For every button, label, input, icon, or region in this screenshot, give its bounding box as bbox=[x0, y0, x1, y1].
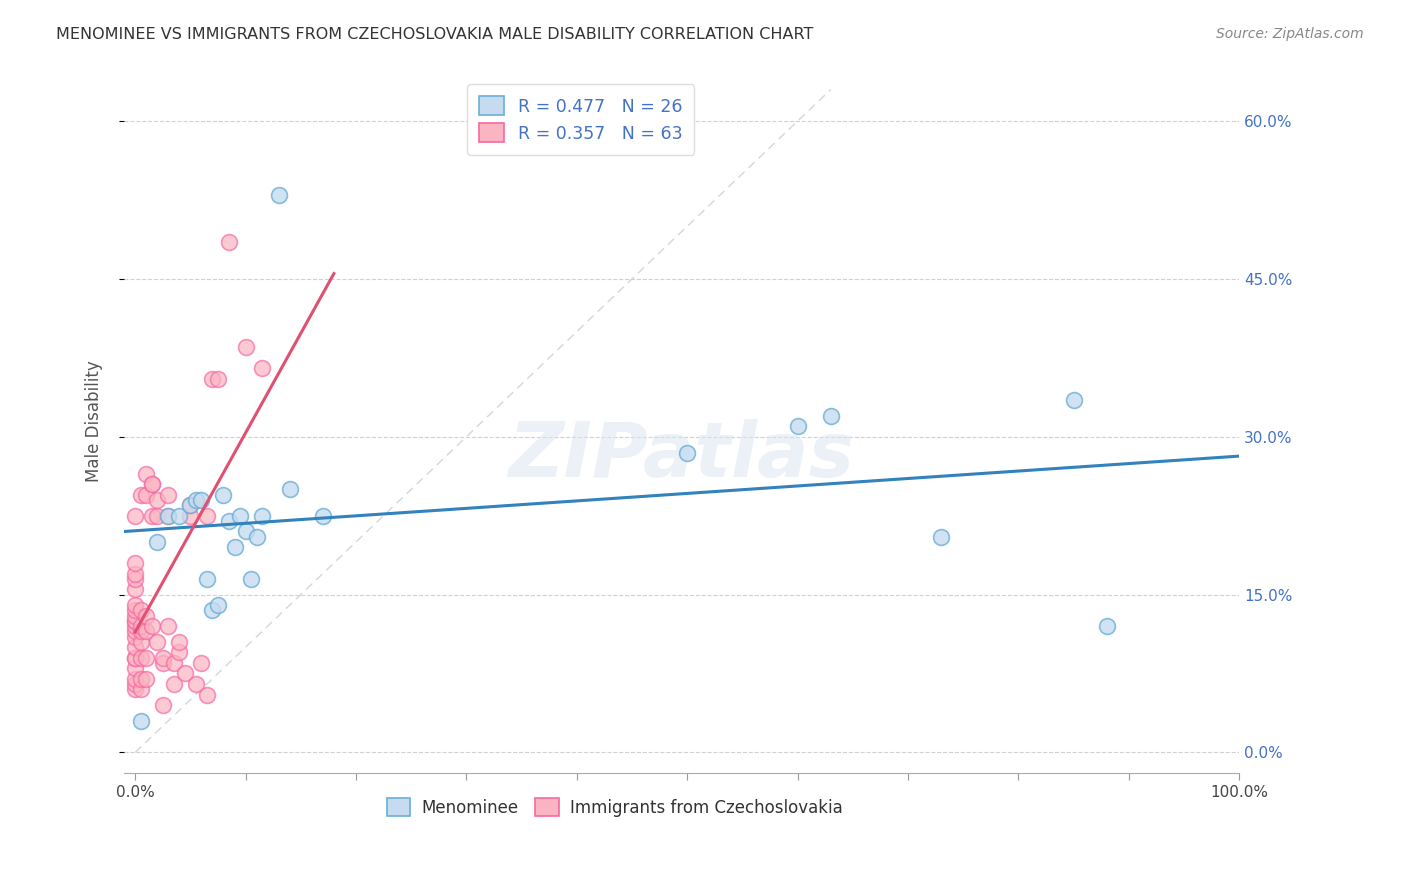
Point bbox=[146, 635, 169, 649]
Point bbox=[135, 467, 157, 481]
Point bbox=[124, 630, 146, 644]
Point bbox=[169, 645, 191, 659]
Point bbox=[201, 372, 224, 386]
Point bbox=[124, 614, 146, 628]
Point bbox=[179, 498, 201, 512]
Point bbox=[195, 508, 218, 523]
Point bbox=[124, 640, 146, 655]
Point bbox=[179, 498, 201, 512]
Point bbox=[129, 650, 152, 665]
Point bbox=[235, 340, 257, 354]
Point bbox=[201, 603, 224, 617]
Point bbox=[786, 419, 808, 434]
Point bbox=[141, 619, 163, 633]
Point bbox=[124, 582, 146, 597]
Point bbox=[207, 598, 229, 612]
Point bbox=[207, 372, 229, 386]
Point bbox=[169, 635, 191, 649]
Point bbox=[135, 488, 157, 502]
Point bbox=[218, 514, 240, 528]
Point bbox=[246, 530, 269, 544]
Point bbox=[124, 572, 146, 586]
Point bbox=[124, 661, 146, 675]
Text: ZIPatlas: ZIPatlas bbox=[509, 419, 855, 493]
Point bbox=[135, 608, 157, 623]
Point bbox=[1063, 392, 1085, 407]
Point bbox=[218, 235, 240, 249]
Point bbox=[146, 508, 169, 523]
Point bbox=[157, 508, 180, 523]
Point bbox=[152, 656, 174, 670]
Point bbox=[124, 650, 146, 665]
Point bbox=[129, 714, 152, 728]
Point bbox=[124, 603, 146, 617]
Point bbox=[146, 492, 169, 507]
Point bbox=[190, 656, 212, 670]
Point bbox=[141, 508, 163, 523]
Point bbox=[129, 682, 152, 697]
Point bbox=[124, 682, 146, 697]
Point bbox=[141, 477, 163, 491]
Point bbox=[124, 614, 146, 628]
Point bbox=[312, 508, 335, 523]
Point bbox=[124, 598, 146, 612]
Point bbox=[184, 492, 207, 507]
Point bbox=[169, 508, 191, 523]
Point bbox=[229, 508, 252, 523]
Point bbox=[195, 572, 218, 586]
Point bbox=[124, 650, 146, 665]
Point bbox=[124, 677, 146, 691]
Point bbox=[152, 698, 174, 712]
Point bbox=[820, 409, 842, 423]
Point bbox=[190, 492, 212, 507]
Point bbox=[135, 650, 157, 665]
Point bbox=[173, 666, 195, 681]
Point bbox=[157, 508, 180, 523]
Point bbox=[146, 535, 169, 549]
Point bbox=[124, 508, 146, 523]
Point bbox=[267, 187, 290, 202]
Point bbox=[124, 624, 146, 639]
Point bbox=[135, 672, 157, 686]
Point bbox=[129, 624, 152, 639]
Point bbox=[212, 488, 235, 502]
Point bbox=[129, 672, 152, 686]
Point bbox=[141, 477, 163, 491]
Point bbox=[163, 677, 186, 691]
Point bbox=[195, 688, 218, 702]
Text: MENOMINEE VS IMMIGRANTS FROM CZECHOSLOVAKIA MALE DISABILITY CORRELATION CHART: MENOMINEE VS IMMIGRANTS FROM CZECHOSLOVA… bbox=[56, 27, 814, 42]
Point bbox=[152, 650, 174, 665]
Point bbox=[129, 603, 152, 617]
Point bbox=[129, 488, 152, 502]
Point bbox=[278, 483, 301, 497]
Point bbox=[157, 619, 180, 633]
Point bbox=[676, 445, 699, 459]
Point bbox=[179, 508, 201, 523]
Point bbox=[235, 524, 257, 539]
Point bbox=[129, 635, 152, 649]
Point bbox=[124, 619, 146, 633]
Point bbox=[124, 556, 146, 570]
Point bbox=[240, 572, 263, 586]
Y-axis label: Male Disability: Male Disability bbox=[86, 360, 103, 482]
Point bbox=[157, 488, 180, 502]
Point bbox=[250, 361, 273, 376]
Text: Source: ZipAtlas.com: Source: ZipAtlas.com bbox=[1216, 27, 1364, 41]
Point bbox=[124, 566, 146, 581]
Legend: Menominee, Immigrants from Czechoslovakia: Menominee, Immigrants from Czechoslovaki… bbox=[378, 789, 852, 825]
Point bbox=[163, 656, 186, 670]
Point bbox=[1095, 619, 1118, 633]
Point bbox=[135, 624, 157, 639]
Point bbox=[184, 677, 207, 691]
Point bbox=[124, 608, 146, 623]
Point bbox=[129, 619, 152, 633]
Point bbox=[224, 540, 246, 554]
Point bbox=[929, 530, 952, 544]
Point bbox=[250, 508, 273, 523]
Point bbox=[124, 672, 146, 686]
